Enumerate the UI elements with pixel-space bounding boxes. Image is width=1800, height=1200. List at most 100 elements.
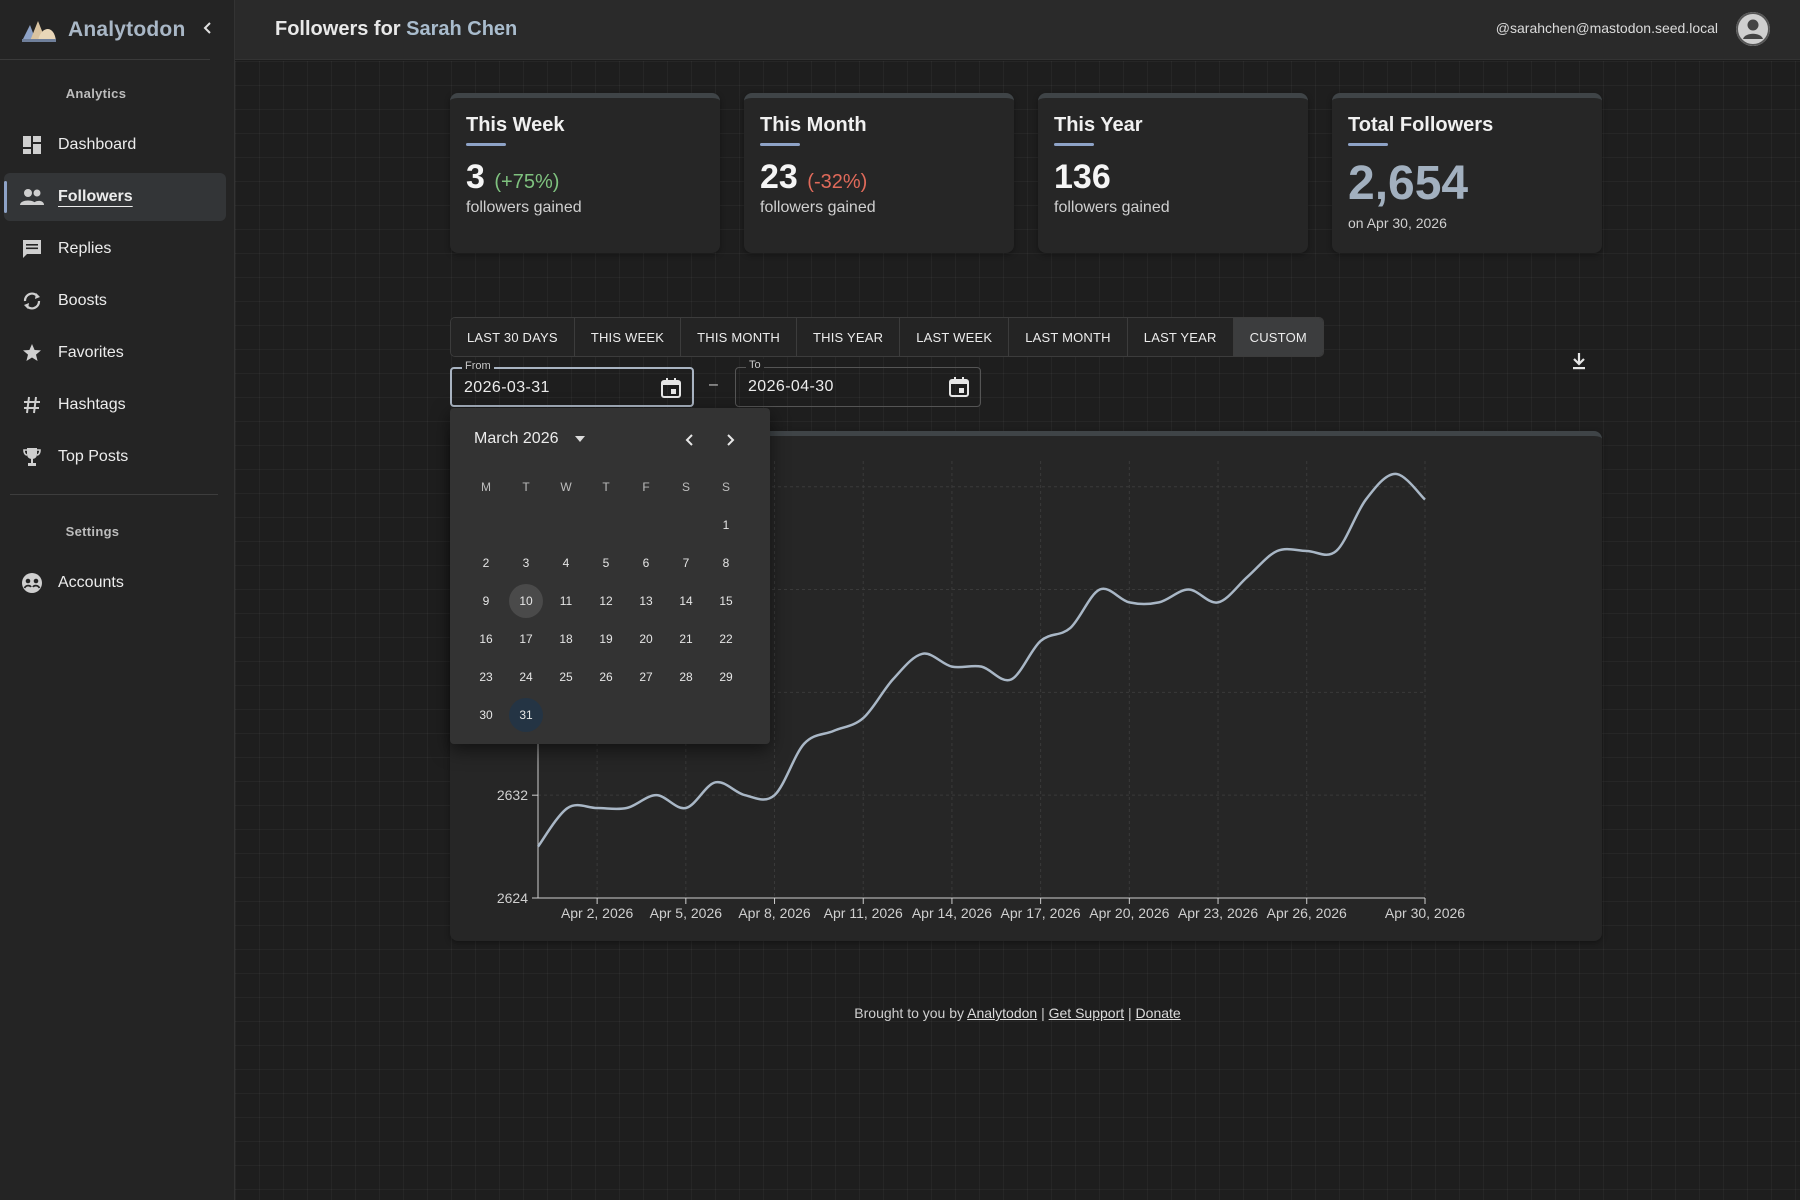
calendar-day[interactable]: 2	[482, 556, 490, 570]
range-this-year-button[interactable]: THIS YEAR	[797, 318, 901, 356]
calendar-day[interactable]: 4	[562, 556, 570, 570]
calendar-empty-cell	[546, 508, 586, 542]
calendar-day[interactable]: 26	[599, 670, 613, 684]
calendar-day[interactable]: 5	[602, 556, 610, 570]
date-to-label: To	[746, 359, 764, 371]
y-tick-label: 2632	[497, 787, 528, 803]
calendar-day[interactable]: 27	[639, 670, 653, 684]
footer-prefix: Brought to you by	[854, 1005, 968, 1021]
calendar-day[interactable]: 9	[482, 594, 490, 608]
calendar-day[interactable]: 28	[679, 670, 693, 684]
calendar-day[interactable]: 20	[639, 632, 653, 646]
date-picker-popup: March 2026 M T W T F S S 1 2 3 4 5 6 7 8 9 10 11 12 13 14 15 1…	[450, 408, 770, 744]
range-this-month-button[interactable]: THIS MONTH	[681, 318, 798, 356]
x-tick-label: Apr 11, 2026	[824, 905, 903, 921]
calendar-empty-cell	[626, 508, 666, 542]
calendar-week-row: 2 3 4 5 6 7 8	[466, 544, 756, 582]
get-support-link[interactable]: Get Support	[1048, 1005, 1125, 1021]
sidebar-item-replies[interactable]: Replies	[4, 225, 226, 273]
range-last-month-button[interactable]: LAST MONTH	[1009, 318, 1128, 356]
sidebar-item-label: Followers	[58, 188, 133, 205]
calendar-day[interactable]: 7	[682, 556, 690, 570]
calendar-icon[interactable]	[660, 377, 682, 399]
calendar-day[interactable]: 24	[519, 670, 533, 684]
date-to-field[interactable]: To 2026-04-30	[735, 359, 981, 407]
sidebar-item-top-posts[interactable]: Top Posts	[4, 433, 226, 481]
calendar-day[interactable]: 22	[719, 632, 733, 646]
calendar-day[interactable]: 14	[679, 594, 693, 608]
dashboard-icon	[20, 133, 44, 157]
analytodon-link[interactable]: Analytodon	[967, 1005, 1038, 1021]
donate-link[interactable]: Donate	[1135, 1005, 1181, 1021]
calendar-empty-cell	[586, 508, 626, 542]
avatar[interactable]	[1736, 12, 1770, 46]
x-tick-label: Apr 2, 2026	[561, 905, 634, 921]
month-year-selector[interactable]: March 2026	[474, 430, 585, 448]
calendar-empty-cell	[666, 508, 706, 542]
range-last-week-button[interactable]: LAST WEEK	[900, 318, 1010, 356]
sidebar-item-label: Top Posts	[58, 448, 129, 465]
stat-card-this-year: This Year 136 followers gained	[1038, 93, 1308, 253]
date-from-field[interactable]: From 2026-03-31	[450, 360, 694, 407]
calendar-day[interactable]: 19	[599, 632, 613, 646]
calendar-day[interactable]: 30	[479, 708, 493, 722]
date-from-input[interactable]: 2026-03-31	[464, 379, 550, 396]
sidebar-item-followers[interactable]: Followers	[4, 173, 226, 221]
calendar-icon[interactable]	[948, 376, 970, 398]
calendar-day[interactable]: 31	[509, 698, 543, 732]
range-this-week-button[interactable]: THIS WEEK	[574, 318, 682, 356]
calendar-day[interactable]: 29	[719, 670, 733, 684]
followers-series-line	[536, 472, 1426, 848]
card-title: This Year	[1054, 114, 1143, 136]
calendar-day[interactable]: 1	[722, 518, 730, 532]
card-change-positive: (+75%)	[494, 171, 560, 193]
x-tick-label: Apr 8, 2026	[738, 905, 811, 921]
x-tick-label: Apr 5, 2026	[650, 905, 723, 921]
calendar-week-row: 9 10 11 12 13 14 15	[466, 582, 756, 620]
date-range-separator: –	[709, 376, 718, 393]
date-to-input[interactable]: 2026-04-30	[748, 378, 834, 395]
y-tick-label: 2624	[497, 890, 528, 906]
calendar-day[interactable]: 16	[479, 632, 493, 646]
calendar-day[interactable]: 21	[679, 632, 693, 646]
card-change-negative: (-32%)	[807, 171, 868, 193]
collapse-sidebar-button[interactable]	[196, 16, 220, 40]
calendar-day[interactable]: 12	[599, 594, 613, 608]
next-month-button[interactable]	[716, 426, 744, 454]
calendar-day[interactable]: 11	[559, 594, 573, 608]
calendar-day[interactable]: 3	[522, 556, 530, 570]
calendar-month-label: March 2026	[474, 430, 559, 447]
card-title: This Month	[760, 114, 867, 136]
calendar-week-row: 1	[466, 506, 756, 544]
calendar-day[interactable]: 18	[559, 632, 573, 646]
sidebar-item-hashtags[interactable]: Hashtags	[4, 381, 226, 429]
previous-month-button[interactable]	[676, 426, 704, 454]
range-custom-button[interactable]: CUSTOM	[1233, 318, 1323, 356]
card-value-number: 23	[760, 158, 798, 196]
footer-separator: |	[1124, 1005, 1136, 1021]
sidebar-item-boosts[interactable]: Boosts	[4, 277, 226, 325]
calendar-day[interactable]: 23	[479, 670, 493, 684]
calendar-day[interactable]: 6	[642, 556, 650, 570]
calendar-day[interactable]: 25	[559, 670, 573, 684]
brand[interactable]: Analytodon	[0, 0, 210, 60]
accounts-icon	[20, 571, 44, 595]
calendar-day[interactable]: 8	[722, 556, 730, 570]
sidebar-item-dashboard[interactable]: Dashboard	[4, 121, 226, 169]
date-range-button-group: LAST 30 DAYS THIS WEEK THIS MONTH THIS Y…	[450, 317, 1324, 357]
hashtag-icon	[20, 393, 44, 417]
card-value-number: 3	[466, 158, 485, 196]
range-last-30-days-button[interactable]: LAST 30 DAYS	[451, 318, 575, 356]
sidebar-item-accounts[interactable]: Accounts	[4, 559, 226, 607]
calendar-day[interactable]: 15	[719, 594, 733, 608]
sidebar-item-favorites[interactable]: Favorites	[4, 329, 226, 377]
calendar-day[interactable]: 10	[509, 584, 543, 618]
calendar-empty-cell	[546, 698, 586, 732]
range-last-year-button[interactable]: LAST YEAR	[1127, 318, 1234, 356]
calendar-day[interactable]: 17	[519, 632, 533, 646]
calendar-day[interactable]: 13	[639, 594, 653, 608]
download-button[interactable]	[1567, 349, 1591, 373]
card-value-number: 136	[1054, 158, 1111, 196]
x-tick-label: Apr 20, 2026	[1089, 905, 1169, 921]
